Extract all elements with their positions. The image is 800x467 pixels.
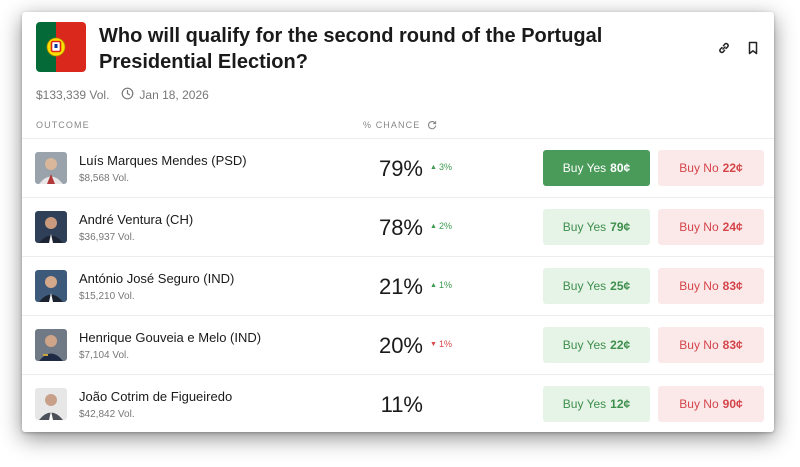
- chance-value: 79%: [378, 156, 423, 181]
- buy-yes-button[interactable]: Buy Yes 12¢: [543, 386, 650, 422]
- chance-change-value: 1%: [438, 339, 452, 349]
- chance-change: ▲ 1%: [430, 280, 452, 290]
- candidate-name: André Ventura (CH): [79, 212, 194, 227]
- chance-column-label: % CHANCE: [363, 120, 421, 130]
- bookmark-icon[interactable]: [746, 41, 760, 55]
- triangle-up-icon: ▲: [430, 222, 437, 230]
- buy-yes-label: Buy Yes: [562, 279, 607, 293]
- triangle-up-icon: ▲: [430, 163, 437, 171]
- buy-yes-button[interactable]: Buy Yes 22¢: [543, 327, 650, 363]
- chance-change-value: 3%: [438, 162, 452, 172]
- buy-no-button[interactable]: Buy No 22¢: [658, 150, 764, 186]
- chance-value: 11%: [380, 392, 423, 417]
- candidate-avatar: [35, 152, 67, 184]
- outcome-column-header: OUTCOME: [36, 120, 90, 130]
- chance-column-header: % CHANCE: [363, 120, 437, 130]
- chance-change-value: 2%: [438, 221, 452, 231]
- refresh-icon[interactable]: [427, 120, 437, 130]
- candidate-name: António José Seguro (IND): [79, 271, 235, 286]
- buy-yes-button[interactable]: Buy Yes 25¢: [543, 268, 650, 304]
- market-title: Who will qualify for the second round of…: [99, 25, 603, 73]
- buy-no-price: 24¢: [722, 220, 743, 234]
- triangle-down-icon: ▼: [430, 340, 437, 348]
- candidate-volume: $42,842 Vol.: [79, 409, 135, 420]
- market-date: Jan 18, 2026: [139, 88, 209, 102]
- buy-no-button[interactable]: Buy No 24¢: [658, 209, 764, 245]
- buy-yes-button[interactable]: Buy Yes 80¢: [543, 150, 650, 186]
- candidate-name: Henrique Gouveia e Melo (IND): [79, 330, 262, 345]
- candidate-volume: $7,104 Vol.: [79, 350, 130, 361]
- chance-value: 21%: [378, 274, 423, 299]
- buy-yes-price: 22¢: [610, 338, 631, 352]
- outcome-row[interactable]: Luís Marques Mendes (PSD) $8,568 Vol. 79…: [22, 138, 774, 197]
- buy-yes-price: 25¢: [610, 279, 631, 293]
- buy-yes-label: Buy Yes: [562, 220, 607, 234]
- buy-yes-label: Buy Yes: [562, 161, 607, 175]
- chance-value: 78%: [378, 215, 423, 240]
- candidate-volume: $15,210 Vol.: [79, 291, 135, 302]
- market-meta: $133,339 Vol. Jan 18, 2026: [36, 87, 209, 103]
- candidate-name: João Cotrim de Figueiredo: [79, 389, 233, 404]
- buy-no-label: Buy No: [679, 161, 719, 175]
- candidate-volume: $8,568 Vol.: [79, 173, 130, 184]
- candidate-avatar: [35, 329, 67, 361]
- market-volume: $133,339 Vol.: [36, 88, 110, 102]
- chance-change: ▼ 1%: [430, 339, 452, 349]
- candidate-avatar: [35, 388, 67, 420]
- candidate-volume: $36,937 Vol.: [79, 232, 135, 243]
- buy-no-label: Buy No: [679, 397, 719, 411]
- buy-yes-price: 80¢: [610, 161, 631, 175]
- buy-no-label: Buy No: [679, 279, 719, 293]
- triangle-up-icon: ▲: [430, 281, 437, 289]
- portugal-flag-icon: [36, 22, 86, 72]
- chance-change-value: 1%: [438, 280, 452, 290]
- buy-no-price: 83¢: [722, 338, 743, 352]
- buy-no-button[interactable]: Buy No 83¢: [658, 268, 764, 304]
- buy-yes-price: 79¢: [610, 220, 631, 234]
- buy-no-price: 83¢: [722, 279, 743, 293]
- buy-yes-label: Buy Yes: [562, 338, 607, 352]
- chance-change: ▲ 3%: [430, 162, 452, 172]
- outcome-row[interactable]: Henrique Gouveia e Melo (IND) $7,104 Vol…: [22, 315, 774, 374]
- buy-no-price: 22¢: [722, 161, 743, 175]
- buy-yes-label: Buy Yes: [562, 397, 607, 411]
- outcome-row[interactable]: João Cotrim de Figueiredo $42,842 Vol. 1…: [22, 374, 774, 432]
- buy-no-label: Buy No: [679, 338, 719, 352]
- clock-icon: [121, 87, 134, 103]
- buy-no-button[interactable]: Buy No 90¢: [658, 386, 764, 422]
- candidate-avatar: [35, 211, 67, 243]
- candidate-avatar: [35, 270, 67, 302]
- buy-no-label: Buy No: [679, 220, 719, 234]
- buy-yes-button[interactable]: Buy Yes 79¢: [543, 209, 650, 245]
- candidate-name: Luís Marques Mendes (PSD): [79, 153, 247, 168]
- buy-no-price: 90¢: [722, 397, 743, 411]
- outcome-row[interactable]: António José Seguro (IND) $15,210 Vol. 2…: [22, 256, 774, 315]
- chance-change: ▲ 2%: [430, 221, 452, 231]
- market-card: Who will qualify for the second round of…: [22, 12, 774, 432]
- outcome-list: Luís Marques Mendes (PSD) $8,568 Vol. 79…: [22, 138, 774, 432]
- buy-no-button[interactable]: Buy No 83¢: [658, 327, 764, 363]
- outcome-row[interactable]: André Ventura (CH) $36,937 Vol. 78% ▲ 2%…: [22, 197, 774, 256]
- link-icon[interactable]: [717, 41, 731, 55]
- chance-value: 20%: [378, 333, 423, 358]
- buy-yes-price: 12¢: [610, 397, 631, 411]
